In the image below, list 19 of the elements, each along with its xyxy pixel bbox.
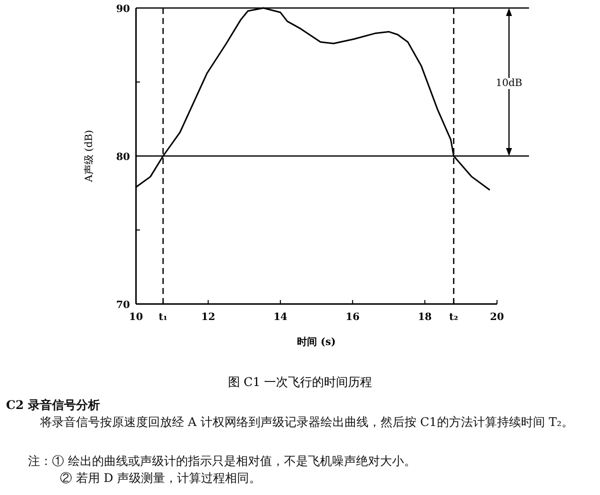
x-axis-title: 时间 (s): [297, 336, 336, 348]
text: 图 C1 一次飞行的时间历程: [228, 375, 372, 389]
annotation: 10dB: [496, 78, 522, 89]
x-tick-label: 20: [490, 312, 504, 323]
y-axis-title: A声级 (dB): [83, 130, 95, 183]
text: 将录音信号按原速度回放经 A 计权网络到声级记录器绘出曲线，然后按 C1的方法计算持续时间 T₂。: [39, 414, 575, 431]
x-tick-label: 18: [418, 312, 432, 323]
text: ② 若用 D 声级测量，计算过程相同。: [60, 470, 262, 487]
x-tick-label: 10: [129, 312, 143, 323]
x-tick-label: 12: [201, 312, 216, 323]
x-tick-label: 16: [346, 312, 360, 323]
text: C2 录音信号分析: [6, 397, 102, 414]
x-tick-label: 14: [273, 312, 288, 323]
y-tick-label: 80: [116, 152, 130, 163]
y-tick-label: 90: [116, 4, 130, 15]
x-tick-label: t₁: [158, 312, 168, 323]
y-tick-label: 70: [116, 300, 130, 311]
text: 注：① 绘出的曲线或声级计的指示只是相对值，不是飞机噪声绝对大小。: [28, 453, 417, 470]
x-tick-label: t₂: [449, 312, 458, 323]
